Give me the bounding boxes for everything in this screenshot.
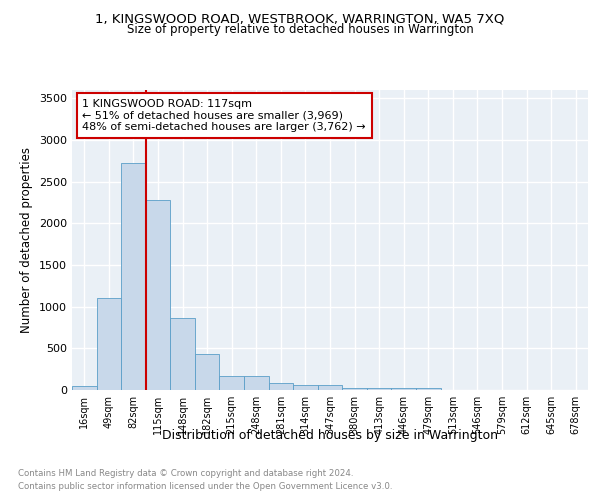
Text: Distribution of detached houses by size in Warrington: Distribution of detached houses by size … (162, 428, 498, 442)
Text: Contains public sector information licensed under the Open Government Licence v3: Contains public sector information licen… (18, 482, 392, 491)
Bar (170, 318, 195, 390)
Bar (367, 388, 391, 390)
Bar (416, 388, 440, 390)
Bar (195, 354, 220, 390)
Bar (391, 388, 416, 390)
Bar (121, 164, 146, 390)
Bar (146, 200, 170, 390)
Bar (342, 388, 367, 390)
Bar (220, 376, 244, 390)
Text: Contains HM Land Registry data © Crown copyright and database right 2024.: Contains HM Land Registry data © Crown c… (18, 468, 353, 477)
Bar (72, 386, 97, 390)
Y-axis label: Number of detached properties: Number of detached properties (20, 147, 34, 333)
Bar (97, 298, 121, 390)
Bar (293, 385, 318, 390)
Text: 1 KINGSWOOD ROAD: 117sqm
← 51% of detached houses are smaller (3,969)
48% of sem: 1 KINGSWOOD ROAD: 117sqm ← 51% of detach… (82, 99, 366, 132)
Bar (269, 382, 293, 390)
Text: 1, KINGSWOOD ROAD, WESTBROOK, WARRINGTON, WA5 7XQ: 1, KINGSWOOD ROAD, WESTBROOK, WARRINGTON… (95, 12, 505, 26)
Bar (318, 386, 342, 390)
Text: Size of property relative to detached houses in Warrington: Size of property relative to detached ho… (127, 22, 473, 36)
Bar (244, 376, 269, 390)
